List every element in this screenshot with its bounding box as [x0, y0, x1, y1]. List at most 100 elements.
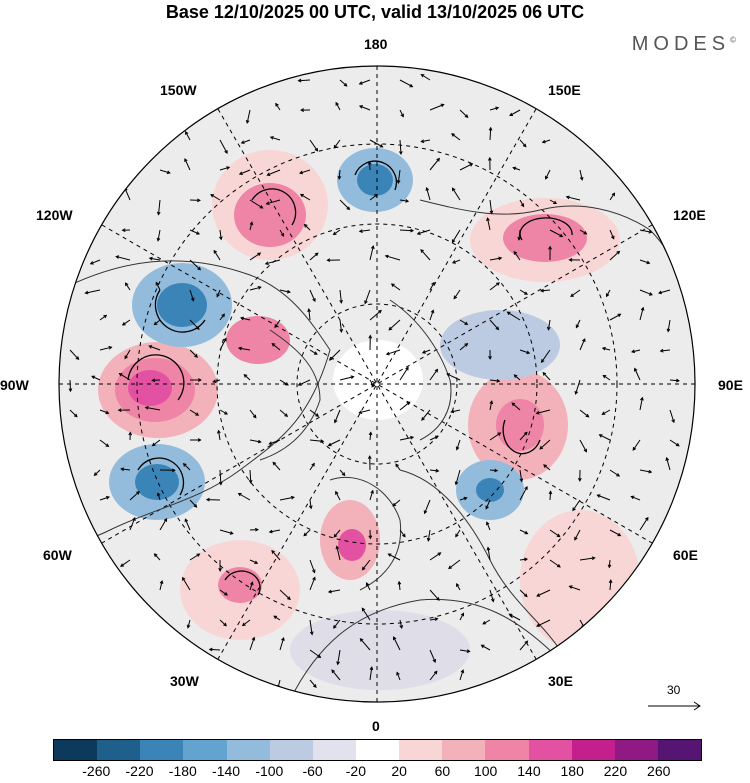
wind-arrow: [274, 319, 281, 328]
wind-arrow-head: [495, 106, 500, 111]
wind-arrow: [459, 669, 464, 681]
wind-arrow-head: [542, 371, 547, 376]
wind-arrow: [210, 194, 221, 201]
wind-arrow-head: [156, 492, 161, 497]
wind-arrow: [519, 289, 528, 295]
wind-arrow-head: [84, 290, 89, 295]
vector-scale-arrow: [648, 701, 701, 711]
wind-arrow: [189, 289, 194, 301]
wind-arrow-head: [105, 443, 110, 448]
wind-arrow-head: [548, 245, 552, 250]
wind-arrow-head: [186, 624, 191, 629]
wind-arrow: [519, 558, 528, 561]
wind-arrow: [579, 439, 587, 452]
wind-arrow-head: [572, 507, 576, 512]
wind-arrow-head: [488, 126, 493, 131]
wind-arrow-head: [343, 82, 348, 87]
wind-arrow: [369, 194, 378, 201]
wind-arrow-head: [535, 411, 540, 415]
wind-arrow-head: [574, 390, 579, 395]
wind-arrow-head: [219, 236, 223, 241]
wind-arrow-head: [671, 419, 675, 424]
wind-arrow-head: [640, 396, 644, 401]
colorbar-segment: [657, 740, 702, 760]
wind-arrow-head: [249, 221, 254, 226]
wind-arrow: [120, 559, 131, 567]
wind-arrow-head: [257, 439, 262, 444]
wind-arrow: [219, 166, 230, 171]
wind-arrow-head: [496, 282, 500, 286]
wind-arrow: [271, 343, 281, 351]
wind-arrow: [273, 615, 281, 621]
wind-arrow-head: [374, 193, 379, 198]
wind-arrow: [269, 529, 281, 533]
wind-arrow-head: [665, 456, 670, 462]
wind-arrow: [249, 286, 261, 291]
wind-arrow-head: [68, 388, 73, 393]
wind-arrow: [609, 580, 612, 591]
wind-arrow: [337, 649, 341, 665]
wind-arrow-head: [448, 565, 452, 570]
wind-arrow: [609, 229, 615, 239]
wind-arrow: [219, 313, 225, 321]
wind-arrow: [399, 199, 409, 202]
wind-arrow-head: [648, 469, 653, 474]
wind-arrow-head: [523, 431, 528, 436]
wind-arrow-head: [482, 621, 487, 625]
wind-arrow-head: [337, 175, 342, 180]
colorbar-tick-label: 100: [473, 763, 498, 779]
wind-arrow: [189, 349, 198, 358]
wind-arrow-head: [546, 326, 551, 331]
wind-arrow-head: [368, 334, 373, 339]
wind-arrow: [631, 349, 641, 353]
wind-arrow: [359, 105, 371, 111]
wind-arrow-head: [409, 83, 414, 88]
wind-arrow: [575, 319, 581, 328]
wind-arrow-head: [307, 308, 311, 313]
colorbar-tick-label: 180: [560, 763, 584, 779]
wind-arrow: [69, 409, 78, 418]
wind-arrow-head: [268, 441, 273, 445]
wind-arrow-head: [464, 321, 469, 326]
wind-arrow-head: [405, 199, 410, 203]
lon-label-180: 180: [364, 36, 388, 52]
wind-arrow-head: [237, 493, 242, 497]
wind-arrow-head: [524, 291, 529, 295]
wind-arrow-head: [153, 553, 158, 558]
wind-arrow: [429, 435, 439, 441]
wind-arrow: [246, 109, 251, 124]
colorbar-segment: [355, 740, 400, 760]
wind-arrow-head: [339, 299, 343, 304]
wind-arrow-head: [385, 351, 390, 356]
wind-arrow-head: [213, 249, 218, 254]
wind-arrow: [569, 585, 581, 591]
wind-arrow-head: [426, 537, 431, 542]
lon-label-150e: 150E: [548, 82, 581, 98]
wind-arrow-head: [312, 576, 316, 581]
wind-arrow-head: [397, 580, 402, 585]
wind-arrow: [309, 139, 318, 152]
colorbar-segment: [269, 740, 313, 760]
wind-arrow: [359, 79, 371, 85]
wind-arrow: [279, 496, 294, 501]
wind-arrow: [540, 289, 551, 292]
wind-arrow-head: [303, 223, 308, 228]
anomaly-positive: [503, 214, 587, 262]
wind-arrow: [420, 249, 431, 261]
wind-arrow-head: [308, 505, 313, 510]
anomaly-positive: [226, 316, 290, 364]
wind-arrow: [99, 496, 110, 501]
wind-arrow: [608, 559, 611, 568]
wind-arrow-head: [607, 564, 612, 569]
wind-arrow: [549, 199, 557, 204]
wind-arrow: [361, 608, 371, 621]
wind-arrow-head: [358, 81, 363, 85]
wind-vectors: [68, 73, 680, 690]
wind-arrow: [667, 319, 671, 332]
wind-arrow: [455, 469, 461, 485]
wind-arrow: [238, 493, 251, 501]
wind-arrow: [241, 139, 251, 144]
wind-arrow: [124, 349, 131, 359]
wind-arrow: [489, 401, 493, 411]
wind-arrow: [396, 672, 401, 681]
